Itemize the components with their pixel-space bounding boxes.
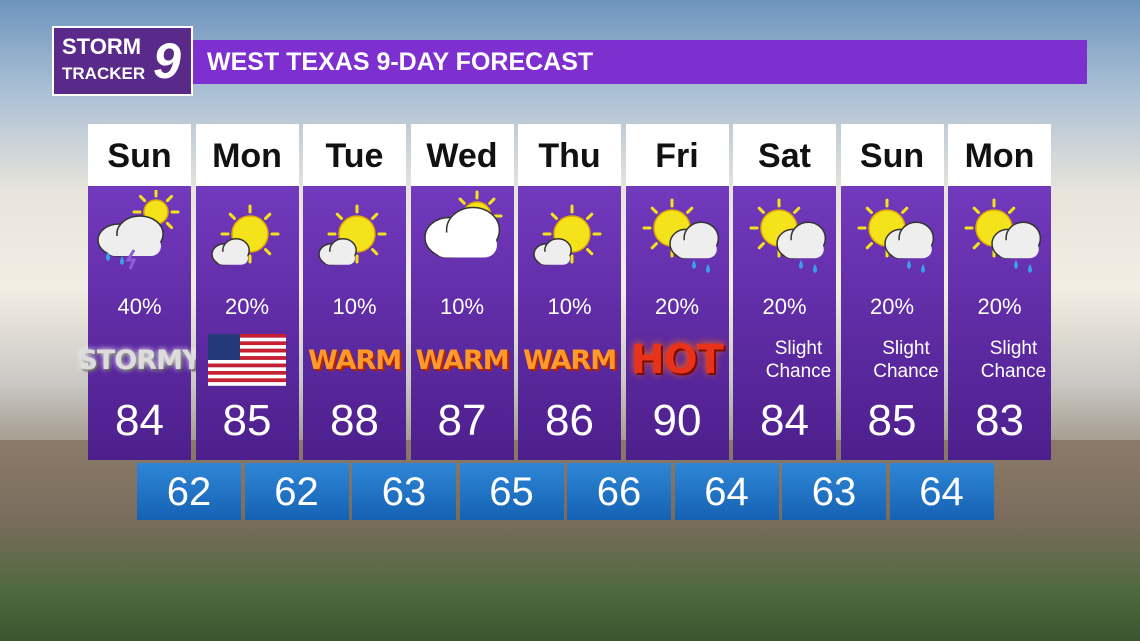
high-temp: 88 [330, 396, 379, 445]
high-temp: 87 [437, 396, 487, 445]
weather-icon [94, 188, 186, 280]
day-name: Fri [625, 124, 729, 186]
day-column: Mon 20% 85 [195, 124, 299, 460]
day-column: Mon 20% Slight Chance 83 [948, 124, 1051, 460]
header-title: WEST TEXAS 9-DAY FORECAST [193, 40, 1087, 84]
condition-label: STORMY [78, 344, 201, 376]
icon-graphic [318, 204, 387, 266]
low-temp: 64 [674, 463, 779, 520]
day-column: Thu 10% WARM 86 [518, 124, 621, 460]
day-column: Wed 10% WARM 87 [410, 124, 514, 460]
weather-icon [202, 190, 294, 280]
low-temp: 65 [459, 463, 564, 520]
day-column: Fri 20% HOT 90 [625, 124, 729, 460]
icon-graphic [749, 198, 827, 273]
condition-label: WARM [415, 344, 509, 376]
precip-chance: 10% [332, 294, 377, 319]
weather-icon [417, 190, 509, 280]
weather-icon [847, 190, 939, 280]
icon-graphic [210, 204, 279, 266]
high-temp: 83 [975, 396, 1024, 445]
precip-chance: 20% [224, 294, 270, 319]
low-temp: 62 [137, 463, 241, 520]
day-column: Sun 20% Slight Chance 85 [840, 124, 944, 460]
low-temp: 64 [889, 463, 994, 520]
day-name: Mon [948, 124, 1051, 186]
weather-icon [632, 190, 724, 280]
condition-label: Slight Chance [765, 338, 832, 382]
condition-label: Slight Chance [980, 338, 1047, 382]
weather-icon [309, 190, 401, 280]
day-name: Wed [410, 124, 514, 186]
day-column: Tue 10% WARM 88 [303, 124, 406, 460]
precip-chance: 20% [654, 294, 700, 319]
day-name: Sun [840, 124, 944, 186]
precip-chance: 20% [762, 294, 807, 319]
precip-chance: 20% [869, 294, 915, 319]
day-column: Sat 20% Slight Chance 84 [733, 124, 836, 460]
high-temp: 90 [652, 396, 702, 445]
high-temp: 85 [867, 396, 917, 445]
condition-label: WARM [522, 344, 617, 376]
logo-line1: STORM [62, 34, 142, 59]
low-temp: 66 [567, 463, 671, 520]
low-temp: 62 [244, 463, 349, 520]
condition-label: WARM [307, 344, 402, 376]
precip-chance: 10% [547, 294, 592, 319]
precip-chance: 10% [439, 294, 485, 319]
weather-icon [739, 190, 831, 280]
high-temp: 84 [115, 396, 164, 445]
icon-graphic [857, 198, 934, 273]
precip-chance: 40% [117, 294, 162, 319]
day-name: Tue [303, 124, 406, 186]
day-name: Sun [88, 124, 191, 186]
icon-graphic [964, 198, 1042, 273]
weather-icon [524, 190, 616, 280]
logo: STORM TRACKER 9 [52, 26, 193, 96]
day-name: Thu [518, 124, 621, 186]
precip-chance: 20% [977, 294, 1022, 319]
low-temp: 63 [352, 463, 456, 520]
flag-icon [196, 334, 299, 386]
icon-graphic [642, 198, 719, 273]
high-temp: 85 [222, 396, 272, 445]
icon-graphic [97, 188, 180, 270]
high-temp: 86 [545, 396, 594, 445]
icon-graphic [533, 204, 602, 266]
weather-icon [954, 190, 1046, 280]
logo-number: 9 [153, 33, 181, 89]
icon-graphic [423, 190, 502, 259]
condition-label: HOT [631, 336, 724, 383]
day-name: Mon [195, 124, 299, 186]
day-column: Sun 40% STORMY 84 [78, 124, 202, 460]
logo-line2: TRACKER [62, 64, 146, 83]
low-temp: 63 [782, 463, 886, 520]
condition-label: Slight Chance [873, 338, 939, 382]
day-name: Sat [733, 124, 836, 186]
high-temp: 84 [760, 396, 809, 445]
